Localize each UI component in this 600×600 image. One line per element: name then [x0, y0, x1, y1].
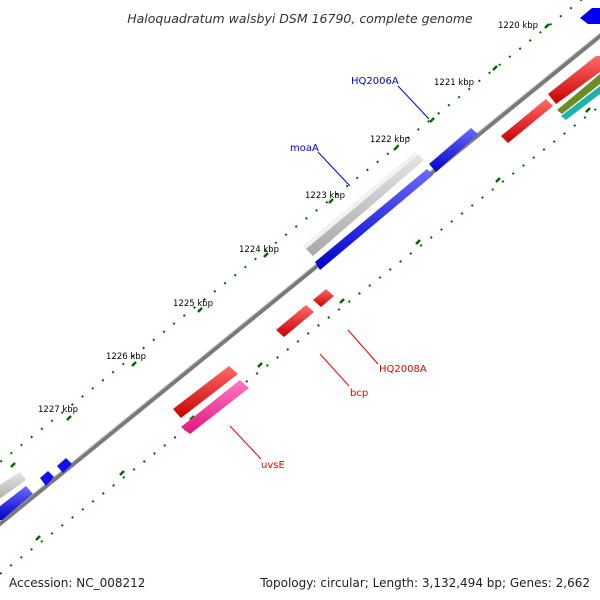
gene-label-moaa: moaA [290, 143, 319, 154]
forward-cds [57, 458, 72, 473]
rna-feature [0, 472, 26, 499]
kbp-label: 1226 kbp [106, 352, 146, 362]
reverse-cds [501, 99, 553, 143]
gene-label-hq2006a: HQ2006A [351, 76, 399, 87]
topology-label: Topology: circular; Length: 3,132,494 bp… [260, 576, 590, 590]
kbp-label: 1223 kbp [305, 191, 345, 201]
label-leader-line [319, 353, 350, 387]
kbp-label: 1227 kbp [38, 405, 78, 415]
label-leader-line [229, 425, 262, 460]
gene-annotations: HQ2006A moaA HQ2008A bcp uvsE [229, 76, 430, 471]
reverse-cds [313, 289, 334, 307]
reverse-cds [173, 366, 238, 418]
rna-feature [303, 152, 418, 249]
gene-label-uvse: uvsE [261, 460, 285, 471]
forward-features [0, 8, 600, 520]
map-title: Haloquadratum walsbyi DSM 16790, complet… [127, 11, 473, 26]
forward-cds [315, 169, 433, 270]
label-leader-line [317, 151, 351, 187]
kbp-label: 1220 kbp [498, 21, 538, 31]
kbp-label: 1225 kbp [173, 299, 213, 309]
misc-feature [561, 86, 600, 120]
kbp-label: 1224 kbp [239, 245, 279, 255]
reverse-cds [276, 305, 314, 337]
forward-cds [429, 128, 478, 172]
reverse-cds [181, 380, 249, 434]
gene-label-bcp: bcp [350, 388, 368, 399]
label-leader-line [347, 329, 379, 365]
reverse-features [173, 56, 600, 434]
gene-label-hq2008a: HQ2008A [379, 364, 427, 375]
forward-cds [0, 486, 33, 520]
major-ticks [10, 23, 591, 541]
kbp-label: 1222 kbp [370, 135, 410, 145]
genome-backbone [0, 32, 600, 527]
reverse-cds [548, 56, 600, 104]
forward-cds [40, 471, 54, 486]
kbp-label: 1221 kbp [434, 78, 474, 88]
outer-tick-track [0, 0, 583, 464]
forward-cds [580, 8, 600, 24]
accession-label: Accession: NC_008212 [9, 576, 146, 590]
rna-feature [303, 152, 424, 256]
label-leader-line [397, 85, 430, 120]
misc-feature [557, 74, 600, 114]
inner-tick-track [0, 104, 600, 575]
